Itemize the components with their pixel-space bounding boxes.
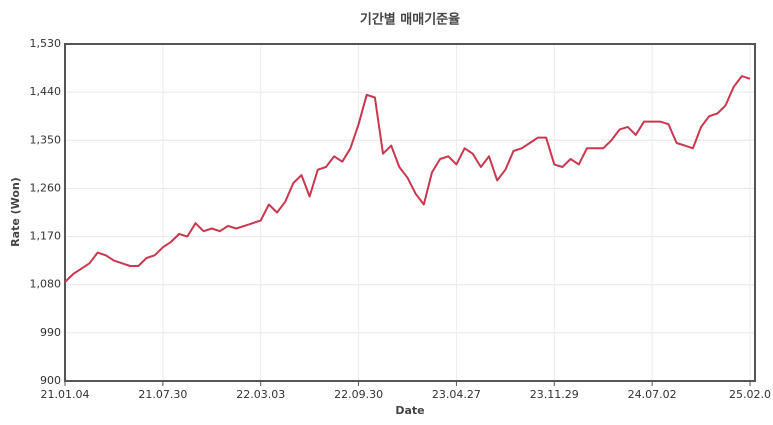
y-tick-label: 1,350: [30, 133, 62, 146]
y-tick-label: 900: [40, 374, 61, 387]
y-tick-label: 1,530: [30, 37, 62, 50]
y-tick-label: 1,260: [30, 181, 62, 194]
y-tick-label: 1,170: [30, 230, 62, 243]
x-tick-label: 25.02.0: [729, 388, 771, 401]
y-tick-label: 1,440: [30, 85, 62, 98]
chart-title: 기간별 매매기준율: [360, 12, 460, 28]
line: [64, 75, 751, 283]
plot-area: [65, 44, 755, 381]
x-tick-label: 21.01.04: [41, 388, 90, 401]
x-tick-label: 24.07.02: [628, 388, 677, 401]
x-tick-label: 21.07.30: [138, 388, 187, 401]
x-axis-title: Date: [395, 404, 424, 417]
x-tick-label: 23.11.29: [530, 388, 579, 401]
plot-frame: [64, 43, 756, 382]
y-axis-title: Rate (Won): [9, 177, 22, 247]
x-tick-label: 22.03.03: [236, 388, 285, 401]
y-tick-label: 990: [40, 326, 61, 339]
y-tick-label: 1,080: [30, 278, 62, 291]
x-tick-label: 22.09.30: [334, 388, 383, 401]
x-tick-label: 23.04.27: [432, 388, 481, 401]
